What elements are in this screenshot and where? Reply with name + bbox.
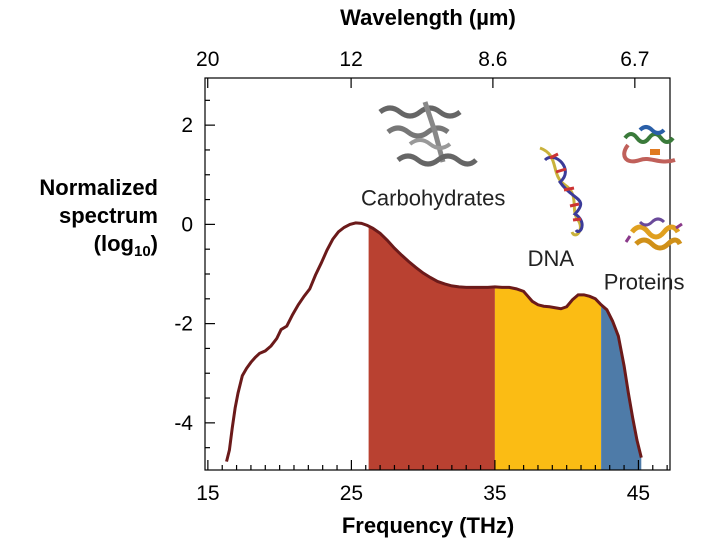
y-axis-title-line-2: spectrum: [59, 203, 158, 228]
protein-structure-icon: [622, 125, 676, 164]
y-axis-log-subscript: 10: [134, 243, 151, 260]
x-axis-title: Frequency (THz): [342, 513, 514, 538]
band-carbohydrates: [368, 226, 495, 470]
band-dna: [494, 286, 602, 470]
x2-tick-label: 6.7: [620, 48, 649, 71]
y-tick-label: 0: [181, 213, 193, 236]
proteins-label: Proteins: [604, 269, 685, 294]
x2-tick-label: 8.6: [478, 48, 507, 71]
carbohydrates-label: Carbohydrates: [361, 186, 505, 211]
x-tick-label: 25: [340, 482, 363, 505]
carbohydrate-molecule-icon: [378, 101, 478, 167]
x2-tick-label: 12: [339, 48, 362, 71]
x-tick-label: 35: [483, 482, 506, 505]
band-areas: [368, 226, 642, 470]
y-axis-title-line-3: (log10): [94, 231, 158, 260]
x-tick-label: 15: [196, 482, 219, 505]
y-tick-label: -4: [174, 412, 193, 435]
y-tick-label: 2: [181, 114, 193, 137]
protein-structure-icon-2: [624, 217, 683, 251]
y-axis-log-prefix: (log: [94, 231, 134, 256]
x-tick-label: 45: [627, 482, 650, 505]
y-axis-log-suffix: ): [151, 231, 158, 256]
spectrum-curve: [225, 221, 643, 462]
y-axis-title-line-1: Normalized: [39, 175, 158, 200]
x2-axis-title: Wavelength (µm): [340, 5, 516, 30]
band-proteins: [601, 304, 642, 470]
dna-label: DNA: [528, 246, 575, 271]
dna-helix-icon: [539, 146, 584, 237]
x2-tick-label: 20: [196, 48, 219, 71]
y-tick-label: -2: [174, 313, 193, 336]
